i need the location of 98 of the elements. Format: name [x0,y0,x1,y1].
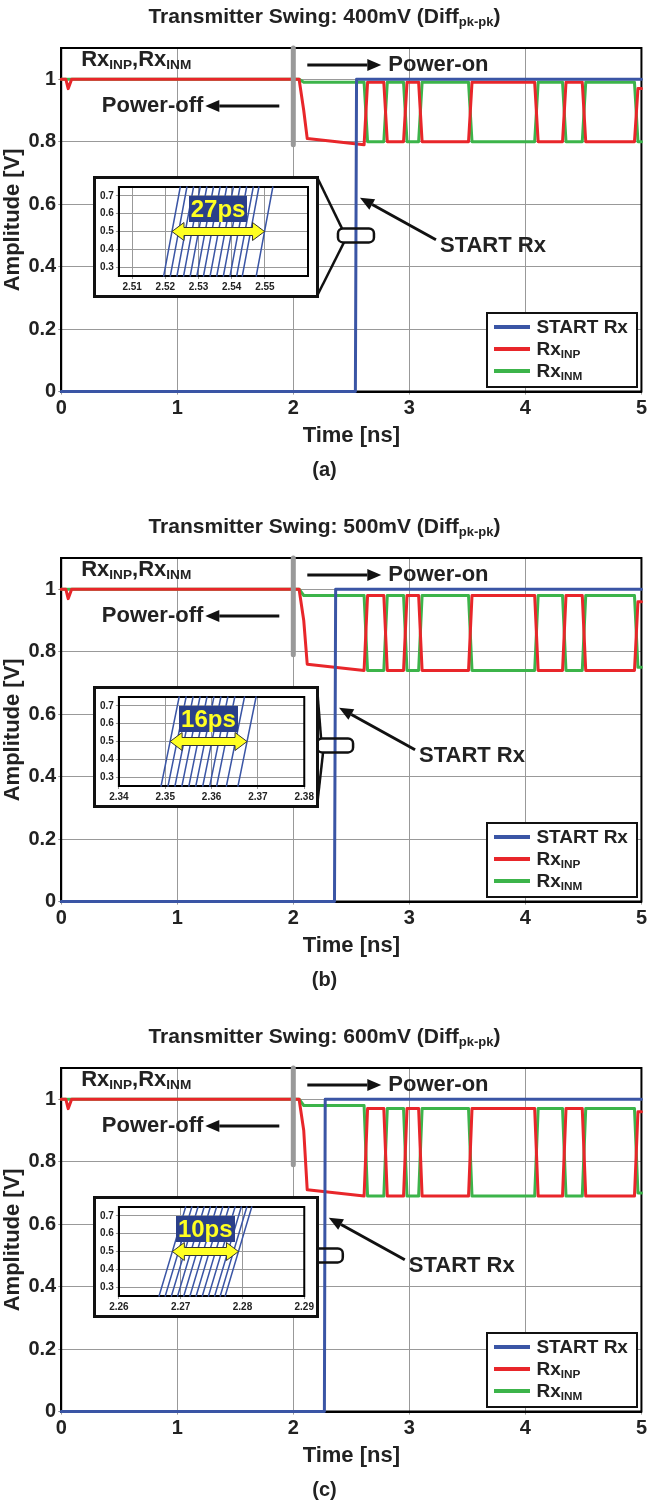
y-axis-title: Amplitude [V] [0,148,25,292]
x-tick-label: 3 [403,1416,415,1439]
y-tick-label: 0.3 [100,770,115,782]
annotation: Rx$_{INP}$,Rx$_{INM}$ [81,556,192,583]
x-tick-label: 3 [403,906,415,929]
y-tick-label: 0 [45,379,57,402]
text: (a) [311,458,338,481]
legend-label: Rx$_{INM}$ [536,869,583,892]
x-tick-label: 2.34 [109,790,130,802]
x-tick-label: 5 [635,396,647,419]
annotation: Power-on [388,561,489,587]
annotation: Rx$_{INP}$,Rx$_{INM}$ [81,46,192,73]
chart-title: Transmitter Swing: 400mV (Diff$_{pk-pk}$) [147,4,502,30]
chart-title: Transmitter Swing: 600mV (Diff$_{pk-pk}$) [147,1024,502,1050]
y-tick-label: 0.4 [28,254,58,277]
x-tick-label: 2 [287,906,299,929]
y-tick-label: 0 [45,889,57,912]
x-tick-label: 2.29 [294,1300,315,1312]
y-tick-label: 0.2 [28,1336,57,1359]
annotation: 10ps [175,1214,235,1242]
y-tick-label: 0.4 [28,1274,58,1297]
y-tick-label: 0.4 [100,753,115,765]
y-tick-label: 1 [45,66,57,89]
x-axis-title: Time [ns] [302,421,401,447]
legend-label: Rx$_{INM}$ [536,1379,583,1402]
legend-label: Rx$_{INP}$ [536,337,581,360]
x-tick-label: 3 [403,396,415,419]
y-tick-label: 0.6 [100,717,115,729]
legend-label: START Rx [536,315,628,338]
legend-label: START Rx [536,825,628,848]
x-axis-title: Time [ns] [302,931,401,957]
y-axis-title: Amplitude [V] [0,658,25,802]
x-tick-label: 2.36 [201,790,222,802]
x-axis-title: Time [ns] [302,1441,401,1467]
x-tick-label: 2.38 [294,790,315,802]
x-tick-label: 1 [171,396,183,419]
x-tick-label: 5 [635,1416,647,1439]
x-tick-label: 2.27 [170,1300,191,1312]
x-tick-label: 1 [171,1416,183,1439]
y-tick-label: 0.7 [100,699,115,711]
annotation: START Rx [419,741,525,768]
x-tick-label: 2.54 [221,280,242,292]
x-tick-label: 4 [519,1416,532,1439]
x-tick-label: 4 [519,906,532,929]
y-tick-label: 0.4 [100,1263,115,1275]
x-tick-label: 2.37 [248,790,269,802]
y-tick-label: 0.7 [100,189,115,201]
y-tick-label: 0.2 [28,316,57,339]
y-tick-label: 0.4 [100,243,115,255]
y-tick-label: 0.7 [100,1209,115,1221]
text: (c) [311,1478,338,1501]
y-tick-label: 0.5 [100,225,115,237]
annotation: Power-off [101,92,204,118]
y-tick-label: 0.3 [100,1280,115,1292]
annotation: 16ps [179,704,238,732]
y-tick-label: 0.6 [28,701,57,724]
annotation: Power-off [101,1112,204,1138]
annotation: Power-on [388,51,489,77]
legend-label: Rx$_{INP}$ [536,847,581,870]
x-tick-label: 4 [519,396,532,419]
y-tick-label: 0.8 [28,129,57,152]
annotation: Power-on [388,1071,489,1097]
y-tick-label: 0.5 [100,735,115,747]
x-tick-label: 2.51 [122,280,143,292]
x-tick-label: 1 [171,906,183,929]
y-tick-label: 0.6 [100,207,115,219]
y-tick-label: 0.2 [28,826,57,849]
x-tick-label: 5 [635,906,647,929]
annotation: 27ps [188,194,248,222]
x-tick-label: 2.35 [155,790,176,802]
annotation: Power-off [101,602,204,628]
legend-label: Rx$_{INM}$ [536,359,583,382]
y-tick-label: 0.5 [100,1245,115,1257]
x-tick-label: 2.55 [255,280,276,292]
x-tick-label: 2.26 [109,1300,130,1312]
y-tick-label: 0.8 [28,639,57,662]
y-tick-label: 0.8 [28,1149,57,1172]
y-tick-label: 0 [45,1399,57,1422]
y-tick-label: 0.4 [28,764,58,787]
text: (b) [310,968,339,991]
x-tick-label: 2.28 [232,1300,253,1312]
chart-title: Transmitter Swing: 500mV (Diff$_{pk-pk}$) [147,514,502,540]
y-tick-label: 1 [45,1086,57,1109]
x-tick-label: 2.52 [155,280,176,292]
y-tick-label: 0.6 [28,191,57,214]
y-tick-label: 0.6 [100,1227,115,1239]
legend-label: Rx$_{INP}$ [536,1357,581,1380]
annotation: START Rx [408,1251,515,1278]
x-tick-label: 2.53 [188,280,209,292]
legend-label: START Rx [536,1335,628,1358]
y-axis-title: Amplitude [V] [0,1168,25,1312]
y-tick-label: 0.3 [100,260,115,272]
y-tick-label: 1 [45,576,57,599]
annotation: Rx$_{INP}$,Rx$_{INM}$ [81,1066,192,1093]
y-tick-label: 0.6 [28,1211,57,1234]
annotation: START Rx [439,231,546,258]
x-tick-label: 2 [287,1416,299,1439]
x-tick-label: 2 [287,396,299,419]
